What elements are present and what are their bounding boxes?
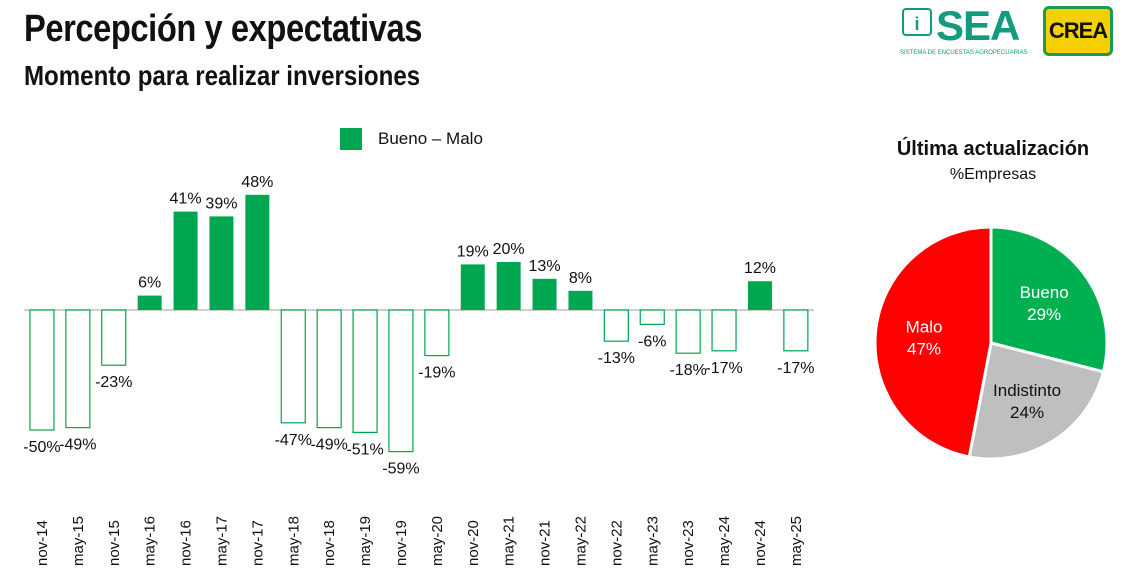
bar-may-20 [424,309,450,357]
pie-value-malo: 47% [907,340,941,359]
value-label-nov-20: 19% [457,243,489,260]
category-label-nov-22: nov-22 [608,520,625,566]
value-label-nov-23: -18% [669,362,706,379]
page-subtitle: Momento para realizar inversiones [24,60,421,91]
category-label-nov-17: nov-17 [249,520,266,566]
bar-nov-20 [460,264,485,310]
bar-chart: -50% nov-14 -49% may-15 -23% nov-15 6% may-16 41… [23,174,814,566]
bar-nov-24 [747,281,772,310]
legend-swatch-bueno-malo [340,128,362,150]
category-label-may-25: may-25 [788,516,805,566]
pie-value-bueno: 29% [1027,305,1061,324]
value-label-may-21: 20% [493,241,525,258]
category-label-may-18: may-18 [285,516,302,566]
value-label-nov-19: -59% [382,461,419,478]
crea-logo: CREA [1043,6,1113,56]
value-label-may-17: 39% [205,195,237,212]
info-icon: i [902,8,932,36]
category-label-nov-20: nov-20 [465,520,482,566]
crea-logo-text: CREA [1048,18,1108,43]
pie-slice-bueno [989,225,1109,374]
value-label-may-24: -17% [705,360,742,377]
legend-label-bueno-malo: Bueno – Malo [378,129,483,148]
bar-may-25 [783,309,809,352]
pie-label-bueno: Bueno [1020,283,1069,302]
value-label-may-20: -19% [418,365,455,382]
sea-logo-text: SEA [936,2,1020,49]
bar-nov-18 [316,309,342,429]
value-label-nov-24: 12% [744,260,776,277]
pie-label-indistinto: Indistinto [993,381,1061,400]
pie-subtitle: %Empresas [949,166,1037,183]
bar-nov-22 [603,309,629,342]
bar-may-16 [137,295,162,310]
value-label-may-22: 8% [569,270,592,287]
value-label-may-16: 6% [138,275,161,292]
value-label-may-19: -51% [346,441,383,458]
value-label-nov-18: -49% [310,437,347,454]
value-label-nov-15: -23% [95,374,132,391]
category-label-may-19: may-19 [357,516,374,566]
bar-may-21 [496,262,521,310]
pie-value-indistinto: 24% [1010,403,1044,422]
category-label-nov-23: nov-23 [680,520,697,566]
page-title: Percepción y expectativas [24,8,422,50]
category-label-nov-18: nov-18 [321,520,338,566]
pie-title: Última actualización [896,138,1090,160]
sea-logo: i SEA SISTEMA DE ENCUESTAS AGROPECUARIAS [898,2,1028,60]
value-label-nov-14: -50% [23,439,60,456]
category-label-nov-16: nov-16 [178,520,195,566]
value-label-may-18: -47% [275,432,312,449]
bar-nov-15 [101,309,127,366]
bar-may-19 [352,309,378,434]
bar-nov-17 [245,194,270,310]
bar-may-15 [65,309,91,429]
value-label-may-15: -49% [59,437,96,454]
bar-nov-19 [388,309,414,453]
category-label-nov-24: nov-24 [752,520,769,566]
bar-nov-14 [29,309,55,431]
pie-slice-malo [873,225,993,459]
category-label-may-17: may-17 [213,516,230,566]
category-label-nov-14: nov-14 [34,520,51,566]
pie-label-malo: Malo [906,318,943,337]
value-label-may-23: -6% [638,333,666,350]
chart-legend: Bueno – Malo [340,128,483,150]
value-label-nov-16: 41% [170,191,202,208]
bar-may-23 [639,309,665,325]
value-label-nov-17: 48% [241,174,273,191]
pie-slice-indistinto [967,341,1106,461]
category-label-may-15: may-15 [70,516,87,566]
category-label-may-22: may-22 [572,516,589,566]
bar-may-17 [209,216,234,310]
category-label-may-16: may-16 [142,516,159,566]
value-label-nov-22: -13% [598,350,635,367]
category-label-may-21: may-21 [501,516,518,566]
category-label-may-20: may-20 [429,516,446,566]
bar-nov-16 [173,211,198,310]
value-label-nov-21: 13% [529,258,561,275]
value-label-may-25: -17% [777,360,814,377]
bar-may-22 [568,290,593,310]
bar-may-24 [711,309,737,352]
category-label-may-23: may-23 [644,516,661,566]
category-label-may-24: may-24 [716,516,733,566]
category-label-nov-21: nov-21 [537,520,554,566]
bar-may-18 [280,309,306,424]
category-label-nov-19: nov-19 [393,520,410,566]
bar-nov-23 [675,309,701,354]
category-label-nov-15: nov-15 [106,520,123,566]
sea-logo-caption: SISTEMA DE ENCUESTAS AGROPECUARIAS [900,50,1028,56]
bar-nov-21 [532,278,557,310]
